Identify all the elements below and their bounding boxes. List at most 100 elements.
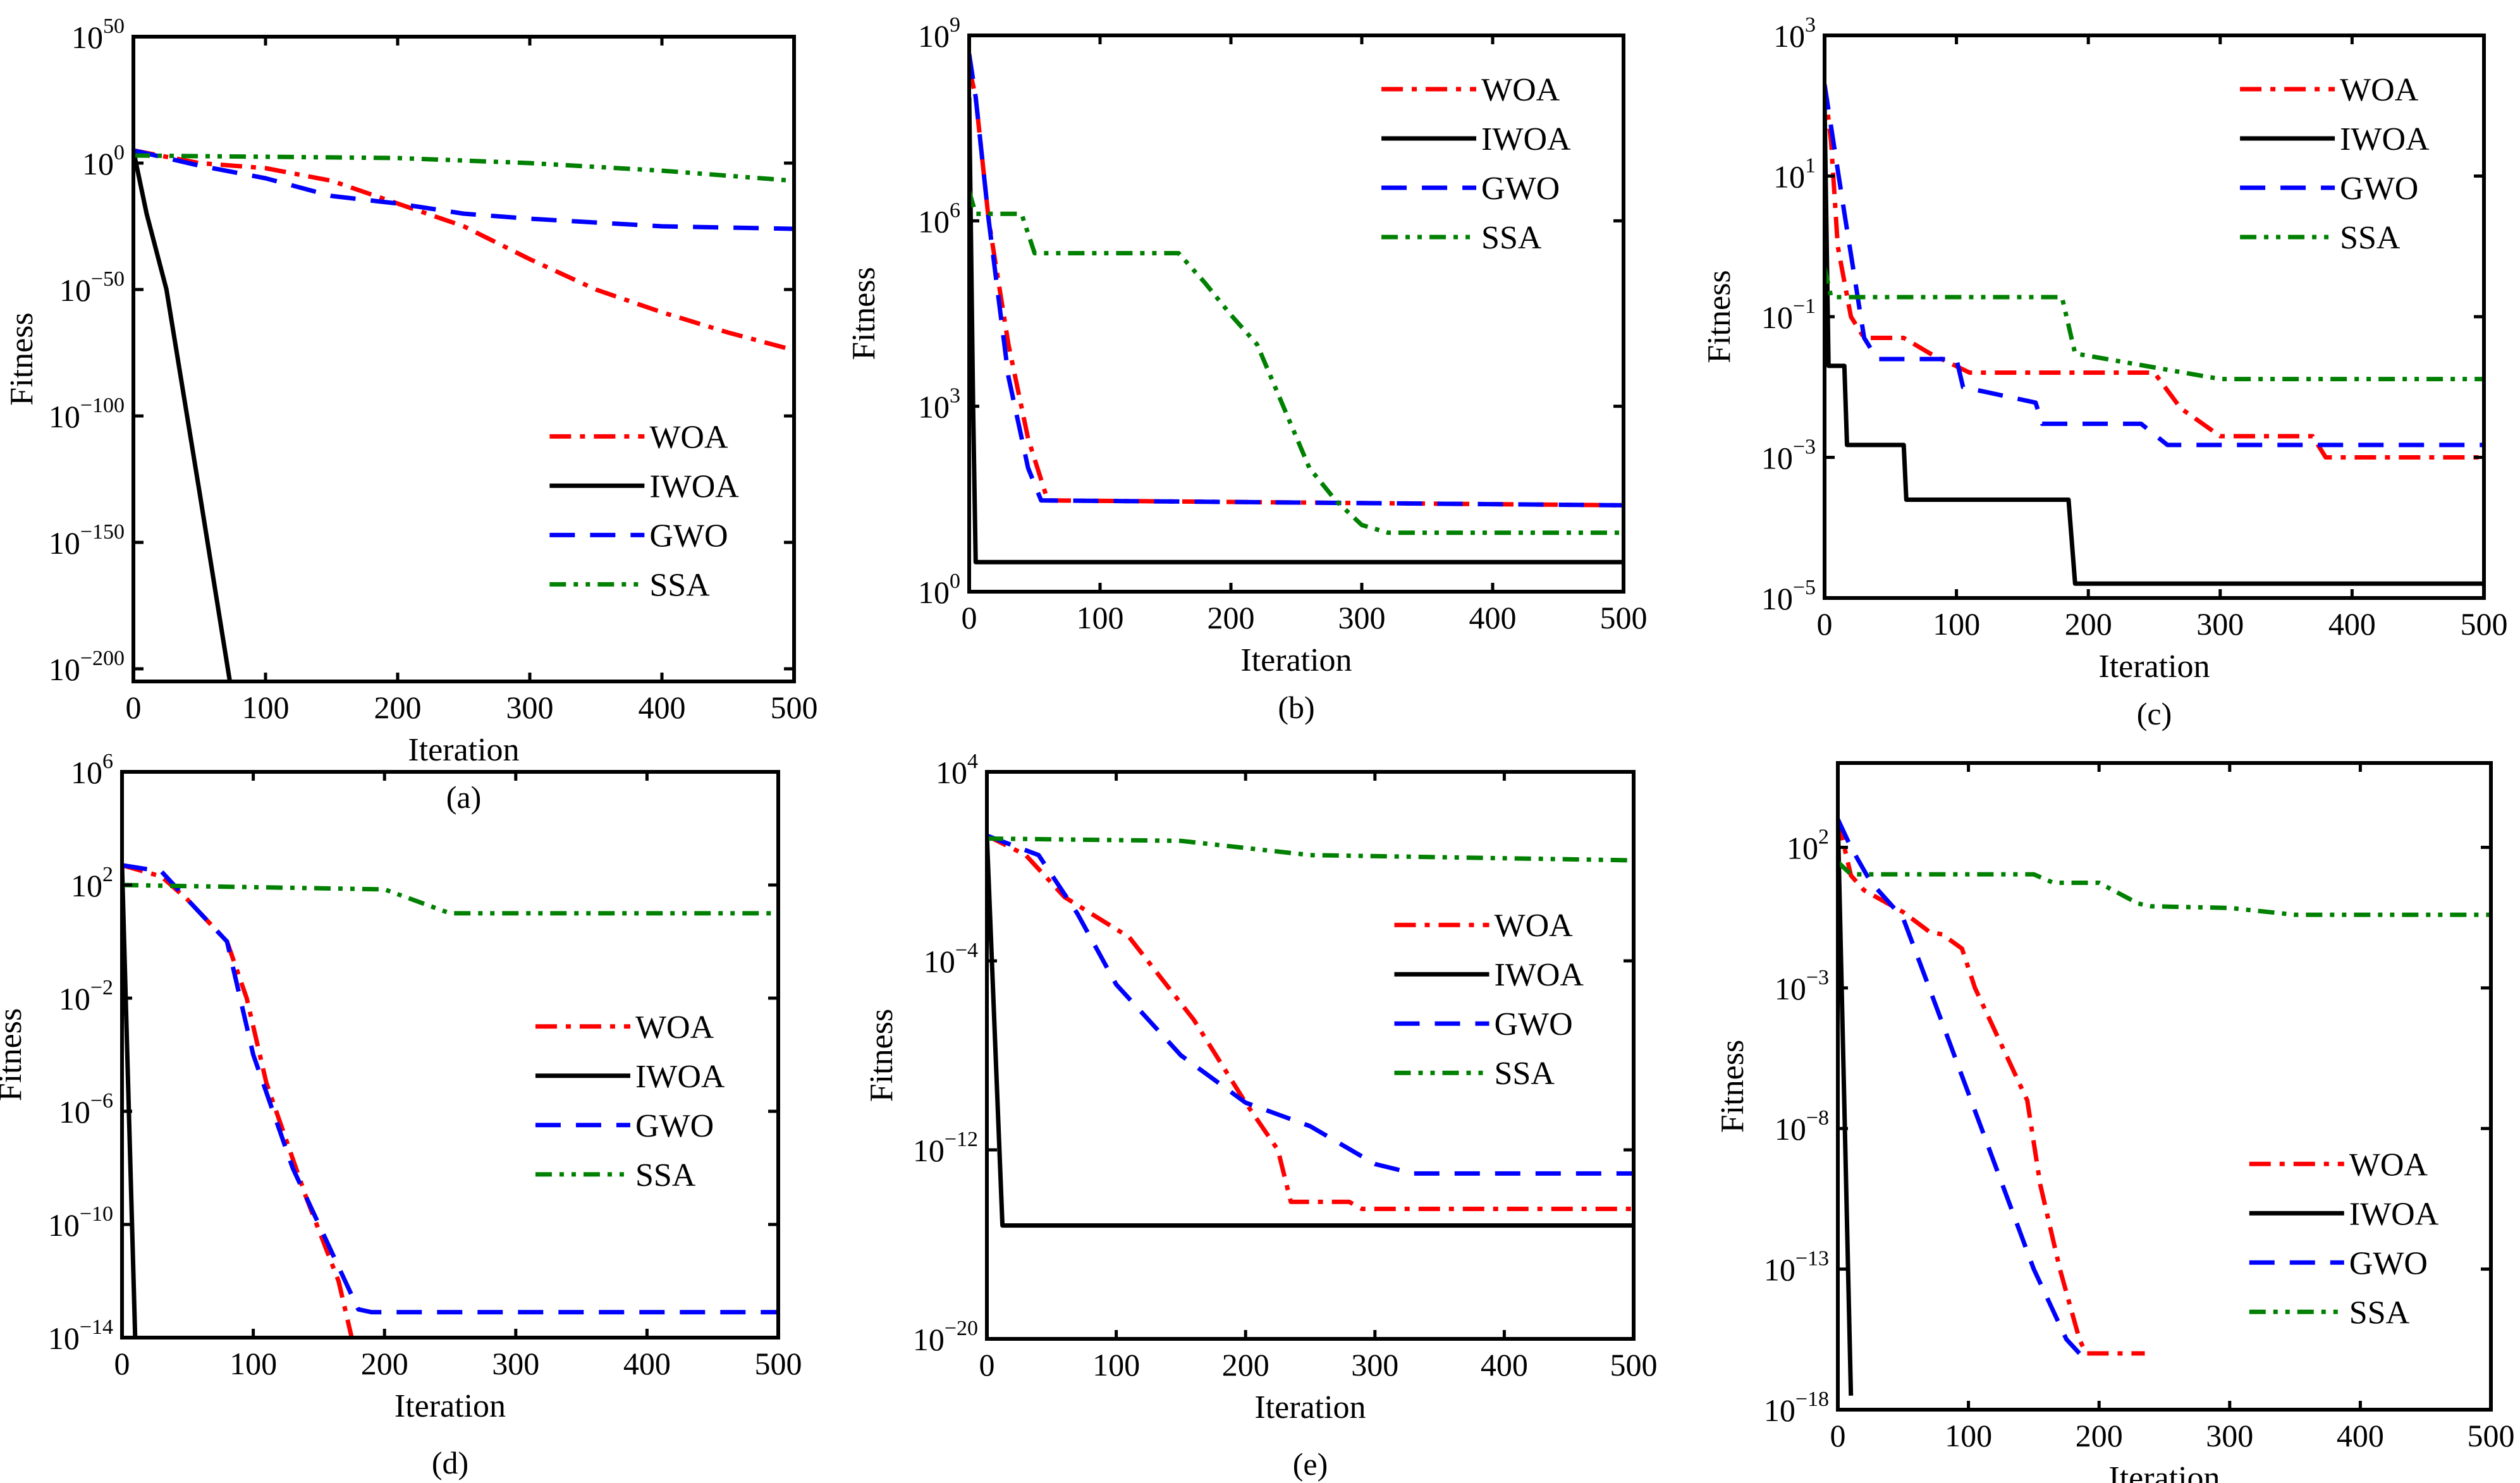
x-tick-label: 400 (639, 690, 686, 725)
legend-label: SSA (2349, 1295, 2410, 1331)
y-tick-label: 10−200 (49, 647, 125, 687)
plot-frame (1836, 761, 2493, 1412)
x-tick-label: 400 (2337, 1418, 2384, 1453)
y-tick-label: 10−100 (49, 394, 125, 434)
x-tick-label: 400 (1481, 1347, 1528, 1382)
x-tick-label: 100 (1077, 600, 1124, 635)
x-tick-label: 200 (1208, 600, 1255, 635)
panel-caption: (d) (432, 1445, 468, 1480)
x-tick-label: 200 (2065, 606, 2112, 642)
legend-label: WOA (2349, 1147, 2428, 1183)
series-line-woa (1825, 84, 2484, 460)
legend: WOA IWOA GWO SSA (2249, 1147, 2439, 1331)
legend-label: IWOA (2349, 1196, 2439, 1232)
x-axis-label: Iteration (1240, 642, 1352, 678)
y-tick-label: 101 (1773, 154, 1816, 195)
x-tick-label: 0 (979, 1347, 995, 1382)
series-line-ssa (1825, 267, 2484, 382)
chart-panel-b: 0 100 200 300 400 500100103106109IterationFit… (846, 13, 1648, 725)
y-tick-label: 10−3 (1775, 966, 1829, 1006)
series-line-iwoa (1825, 106, 2484, 586)
series-line-ssa (122, 882, 778, 916)
x-tick-label: 0 (126, 690, 142, 725)
series-line-ssa (1838, 860, 2491, 917)
x-tick-label: 0 (1817, 606, 1833, 642)
legend-label: IWOA (635, 1059, 725, 1095)
y-axis-label: Fitness (864, 1009, 900, 1102)
x-axis-label: Iteration (2108, 1460, 2220, 1483)
chart-panel-e: 0 100 200 300 400 500 10−20 10−12 10−4 104 Iterati… (864, 750, 1658, 1482)
x-tick-label: 500 (1610, 1347, 1658, 1382)
x-tick-label: 400 (1469, 600, 1517, 635)
legend-label: SSA (1481, 220, 1542, 256)
legend-label: GWO (2340, 171, 2418, 207)
series-line-iwoa (987, 835, 1634, 1228)
panel-caption: (b) (1278, 690, 1314, 725)
series-line-woa (1838, 819, 2145, 1356)
x-tick-label: 400 (623, 1346, 671, 1381)
x-tick-label: 500 (2468, 1418, 2515, 1453)
x-tick-label: 500 (2461, 606, 2508, 642)
legend-label: SSA (1494, 1056, 1555, 1092)
legend-label: GWO (1494, 1006, 1572, 1042)
series-line-iwoa (1838, 819, 1854, 1396)
x-tick-label: 100 (229, 1346, 277, 1381)
legend: WOA IWOA GWO SSA (535, 1010, 725, 1193)
plot-frame (985, 770, 1636, 1341)
y-tick-label: 10−150 (49, 520, 125, 561)
legend-label: WOA (1494, 908, 1573, 944)
legend: WOA IWOA GWO SSA (1381, 72, 1571, 256)
chart-panel-a: 0 100 200 300 400 500 1050 100 10−50 10−100 10−150… (4, 15, 818, 815)
legend: WOA IWOA GWO SSA (1394, 908, 1584, 1092)
series-line-gwo (133, 148, 794, 231)
legend-label: IWOA (649, 468, 739, 504)
series-line-gwo (969, 53, 1624, 508)
x-tick-label: 500 (755, 1346, 802, 1381)
y-axis-label: Fitness (1701, 270, 1737, 363)
legend-label: GWO (635, 1108, 714, 1144)
x-tick-label: 300 (1338, 600, 1386, 635)
legend-label: GWO (1481, 171, 1560, 207)
y-tick-label: 10−2 (59, 976, 113, 1016)
x-axis-label: Iteration (408, 732, 519, 768)
x-tick-label: 0 (1830, 1418, 1846, 1453)
y-tick-label: 100 (918, 570, 960, 610)
y-tick-label: 10−4 (924, 939, 978, 979)
plot-frame (967, 34, 1625, 594)
series-line-ssa (969, 190, 1624, 535)
x-axis-label: Iteration (1254, 1389, 1366, 1425)
y-tick-label: 10−13 (1764, 1247, 1829, 1288)
x-tick-label: 100 (1092, 1347, 1140, 1382)
legend-label: SSA (649, 567, 710, 603)
legend-label: GWO (649, 518, 728, 554)
series-line-woa (969, 67, 1624, 508)
series-line-iwoa (133, 150, 233, 681)
y-axis-label: Fitness (0, 1008, 28, 1101)
y-tick-label: 10−50 (59, 267, 125, 308)
y-tick-label: 10−18 (1764, 1388, 1829, 1428)
x-tick-label: 300 (2196, 606, 2244, 642)
x-axis-label: Iteration (2098, 649, 2210, 685)
y-tick-label: 10−5 (1761, 576, 1816, 616)
x-tick-label: 100 (1945, 1418, 1992, 1453)
legend-label: SSA (635, 1157, 696, 1193)
y-tick-label: 103 (918, 384, 960, 425)
legend-label: WOA (2340, 72, 2419, 108)
legend-label: IWOA (1481, 121, 1571, 157)
x-tick-label: 0 (114, 1346, 130, 1381)
series-line-iwoa (969, 97, 1624, 565)
y-tick-label: 103 (1773, 13, 1816, 54)
panel-caption: (c) (2137, 696, 2172, 731)
y-axis-label: Fitness (846, 267, 882, 360)
legend-label: IWOA (1494, 957, 1584, 993)
plot-frame (1823, 34, 2486, 600)
legend-label: GWO (2349, 1245, 2428, 1281)
x-tick-label: 400 (2328, 606, 2376, 642)
y-tick-label: 10−6 (59, 1089, 113, 1130)
y-tick-label: 10−3 (1761, 436, 1816, 476)
x-tick-label: 300 (1351, 1347, 1398, 1382)
x-tick-label: 0 (962, 600, 977, 635)
x-tick-label: 500 (1600, 600, 1648, 635)
y-tick-label: 10−10 (48, 1202, 113, 1243)
legend-label: IWOA (2340, 121, 2430, 157)
